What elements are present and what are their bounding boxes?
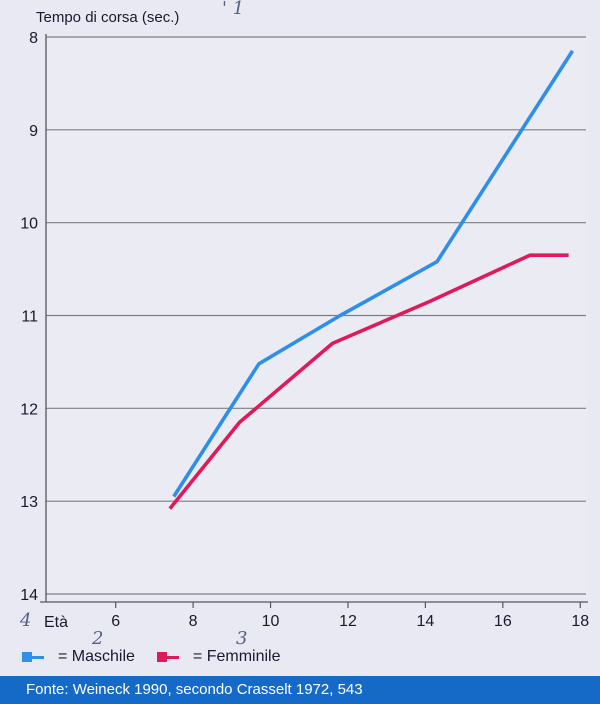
handwritten-two: 2 [92,628,104,649]
y-tick-label: 12 [20,401,38,418]
plot-area [46,35,588,594]
legend-label-maschile: = Maschile [58,648,135,665]
x-tick-label: 6 [111,613,120,630]
legend-swatch-femminile [156,650,187,664]
series-line-femminile [168,253,569,510]
y-axis-label: Tempo di corsa (sec.) [36,9,179,26]
y-tick-label: 13 [20,494,38,511]
handwritten-three: 3 [236,628,248,649]
legend: = Maschile = Femminile [22,648,303,666]
source-footer: Fonte: Weineck 1990, secondo Crasselt 19… [0,676,600,704]
y-tick-label: 11 [21,309,38,326]
x-tick-label: 12 [339,613,357,630]
x-tick-label: 10 [262,613,280,630]
handwritten-marks: ' 1 [222,0,245,19]
x-tick-label: 18 [571,613,589,630]
legend-item-femminile: = Femminile [156,648,281,666]
x-axis-label: Età [44,614,68,631]
x-tick-label: 16 [494,613,512,630]
legend-item-maschile: = Maschile [22,648,135,666]
x-tick-label: 14 [417,613,435,630]
handwritten-four: 4 [20,610,32,631]
y-tick-label: 8 [29,30,38,47]
legend-swatch-maschile [22,650,52,664]
y-tick-label: 10 [20,216,38,233]
x-tick-label: 8 [189,613,198,630]
y-tick-label: 14 [20,587,38,604]
legend-label-femminile: = Femminile [192,648,281,665]
y-tick-label: 9 [29,123,38,140]
